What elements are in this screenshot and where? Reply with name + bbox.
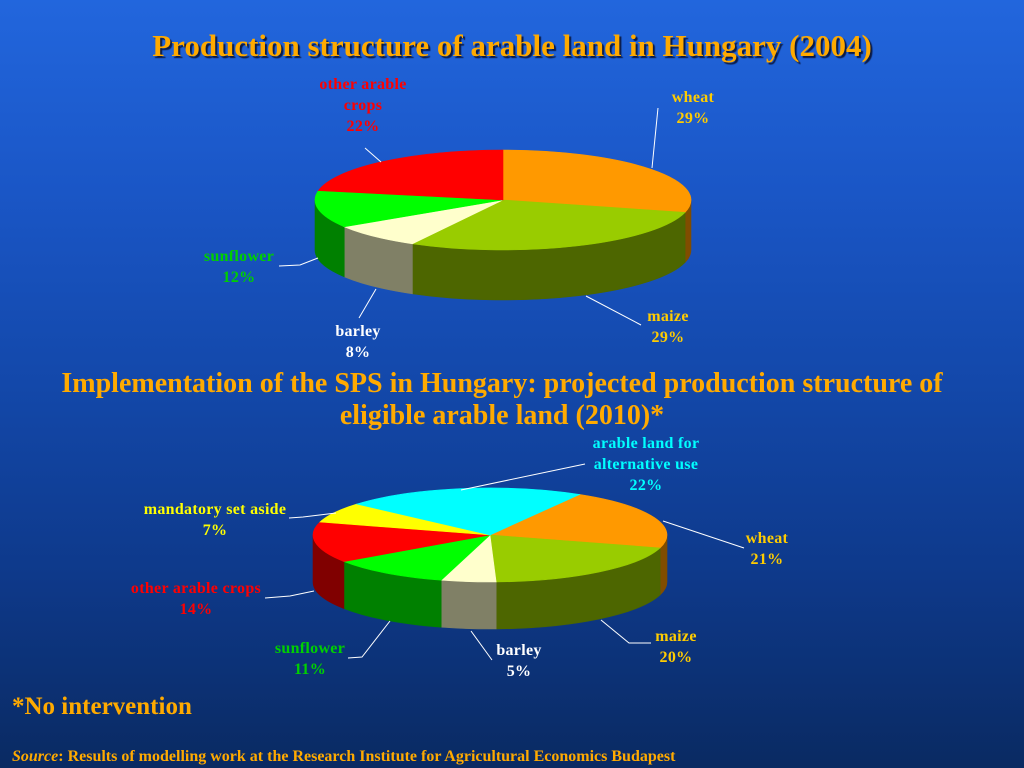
pie-slice-barley: [343, 199, 504, 245]
leader-line-sunflower: [347, 620, 391, 659]
pie-label-name: sunflower: [274, 640, 346, 657]
pie-label-value: 5: [506, 663, 515, 680]
pie-label-unit: %: [211, 522, 228, 539]
pie-slice-sunflower: [342, 534, 491, 581]
chart-title-2004: Production structure of arable land in H…: [152, 28, 872, 63]
pie-label-other-arable-crops: other arable crops 22%: [313, 74, 413, 137]
pie-label-maize: maize 20%: [586, 626, 766, 668]
leader-line-maize: [600, 619, 651, 644]
pie-label-sunflower: sunflower 11%: [220, 638, 400, 680]
pie-label-value: 29: [676, 110, 694, 127]
footnote: *No intervention: [12, 693, 192, 720]
pie-label-name: arable land for alternative use: [592, 435, 700, 473]
pie-label-value: 11: [293, 661, 310, 678]
pie-label-percent: 20%: [586, 647, 766, 668]
leader-line-arable-land-for-alternative-use: [460, 463, 586, 491]
chart-title-2010: Implementation of the SPS in Hungary: pr…: [61, 368, 943, 431]
pie-label-maize: maize 29%: [588, 306, 748, 348]
pie-label-percent: 29%: [613, 108, 773, 129]
pie-slice-maize: [489, 534, 661, 583]
pie-chart-2: [264, 463, 745, 661]
pie-label-value: 21: [750, 551, 768, 568]
pie-label-value: 29: [651, 329, 669, 346]
leader-line-other-arable-crops: [264, 590, 315, 599]
pie-slice-wheat: [489, 494, 668, 549]
leader-line-sunflower: [278, 257, 319, 267]
pie-label-value: 22: [346, 118, 364, 135]
pie-label-percent: 22%: [587, 475, 705, 496]
pie-label-unit: %: [693, 110, 710, 127]
pie-label-sunflower: sunflower 12%: [159, 246, 319, 288]
pie-slice-other-arable-crops: [317, 149, 504, 201]
pie-label-name: barley: [335, 323, 381, 340]
pie-label-unit: %: [676, 649, 693, 666]
source-text: : Results of modelling work at the Resea…: [58, 748, 676, 765]
pie-side-walls: [314, 199, 692, 301]
pie-label-percent: 11%: [220, 659, 400, 680]
leader-line-mandatory-set-aside: [288, 512, 337, 519]
pie-label-name: maize: [655, 628, 697, 645]
pie-leader-lines: [264, 463, 745, 661]
pie-label-value: 22: [629, 477, 647, 494]
pie-label-unit: %: [767, 551, 784, 568]
pie-label-percent: 21%: [677, 549, 857, 570]
leader-line-other-arable-crops: [364, 147, 382, 163]
leader-line-wheat: [651, 107, 659, 169]
pie-label-percent: 8%: [278, 342, 438, 363]
pie-label-arable-land-for-alternative-use: arable land for alternative use 22%: [587, 433, 705, 496]
pie-label-name: barley: [496, 642, 542, 659]
pie-label-percent: 12%: [159, 267, 319, 288]
pie-label-unit: %: [196, 601, 213, 618]
pie-label-name: maize: [647, 308, 689, 325]
pie-label-name: other arable crops: [319, 76, 407, 114]
pie-label-unit: %: [515, 663, 532, 680]
pie-label-percent: 29%: [588, 327, 748, 348]
pie-label-percent: 14%: [106, 599, 286, 620]
pie-label-other-arable-crops: other arable crops 14%: [106, 578, 286, 620]
leader-line-barley: [470, 630, 493, 661]
pie-label-unit: %: [239, 269, 256, 286]
pie-label-wheat: wheat 21%: [677, 528, 857, 570]
pie-label-percent: 5%: [429, 661, 609, 682]
pie-chart-1: [278, 107, 692, 326]
pie-label-unit: %: [309, 661, 327, 678]
pie-label-value: 12: [222, 269, 240, 286]
pie-label-name: other arable crops: [130, 580, 262, 597]
leader-line-wheat: [662, 520, 745, 549]
source-note: Source: Results of modelling work at the…: [12, 747, 675, 767]
pie-label-value: 7: [202, 522, 211, 539]
source-label: Source: [12, 748, 59, 765]
pie-label-unit: %: [363, 118, 380, 135]
leader-line-barley: [358, 288, 377, 319]
pie-label-wheat: wheat 29%: [613, 87, 773, 129]
pie-top-faces: [312, 487, 668, 583]
pie-label-name: wheat: [671, 89, 715, 106]
pie-label-unit: %: [354, 344, 371, 361]
pie-label-barley: barley 8%: [278, 321, 438, 363]
pie-label-barley: barley 5%: [429, 640, 609, 682]
pie-slice-wheat: [502, 149, 692, 213]
pie-label-percent: 22%: [313, 116, 413, 137]
pie-label-value: 8: [345, 344, 354, 361]
pie-label-unit: %: [646, 477, 663, 494]
pie-label-value: 14: [179, 601, 197, 618]
pie-label-name: mandatory set aside: [143, 501, 287, 518]
pie-slice-maize: [411, 199, 686, 251]
pie-slice-arable-land-for-alternative-use: [355, 487, 581, 536]
pie-label-mandatory-set-aside: mandatory set aside 7%: [125, 499, 305, 541]
pie-label-value: 20: [659, 649, 677, 666]
pie-label-name: sunflower: [203, 248, 275, 265]
pie-label-name: wheat: [745, 530, 789, 547]
pie-slice-sunflower: [314, 190, 504, 228]
pie-label-percent: 7%: [125, 520, 305, 541]
pie-leader-lines: [278, 107, 659, 326]
pie-label-unit: %: [668, 329, 685, 346]
leader-line-maize: [585, 295, 642, 326]
pie-top-faces: [314, 149, 692, 251]
